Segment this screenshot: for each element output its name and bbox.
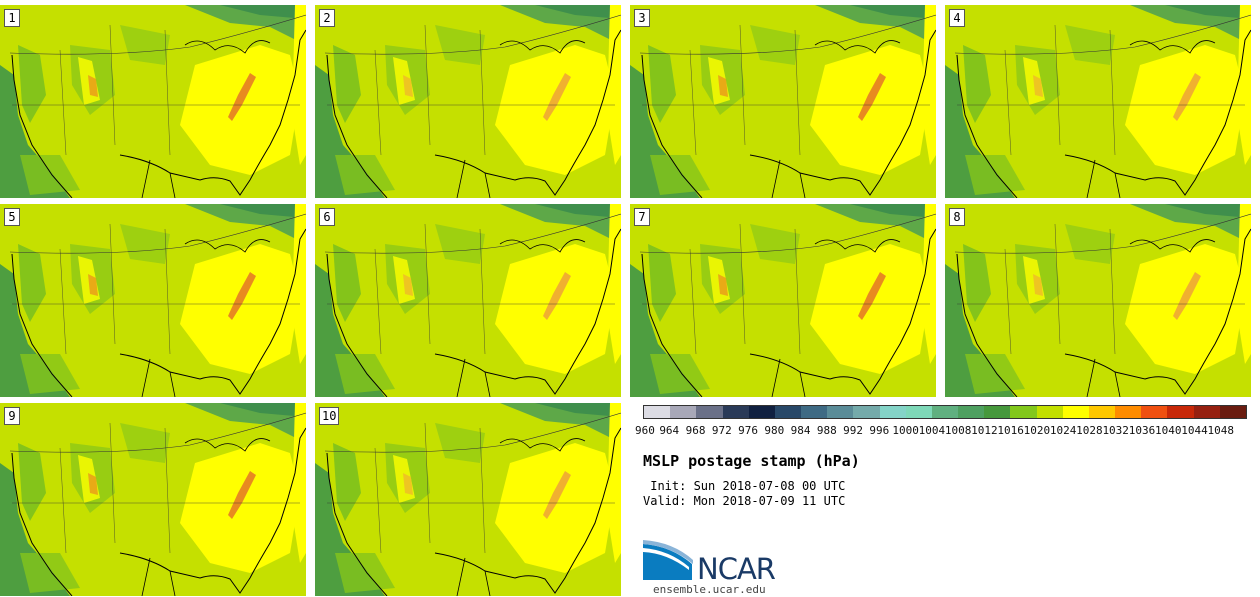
colorbar-swatch — [1036, 406, 1063, 418]
colorbar-swatch — [1141, 406, 1168, 418]
map-panel-4: 4 — [945, 5, 1251, 198]
colorbar-tick-label: 960 — [635, 424, 655, 437]
panel-number-label: 7 — [634, 208, 650, 226]
colorbar-swatch — [801, 406, 828, 418]
colorbar-swatch — [905, 406, 932, 418]
colorbar-tick-label: 1016 — [997, 424, 1024, 437]
panel-number-label: 5 — [4, 208, 20, 226]
ensemble-url: ensemble.ucar.edu — [653, 583, 766, 596]
colorbar-tick-label: 968 — [685, 424, 706, 437]
colorbar-swatch — [644, 406, 671, 418]
colorbar-tick-label: 1024 — [1049, 424, 1077, 437]
colorbar-swatch — [748, 406, 775, 418]
panel-number-label: 9 — [4, 407, 20, 425]
map-panel-8: 8 — [945, 204, 1251, 397]
colorbar-swatch — [1115, 406, 1142, 418]
map-panel-2: 2 — [315, 5, 621, 198]
map-panel-10: 10 — [315, 403, 621, 596]
colorbar-tick-label: 988 — [816, 424, 837, 437]
panel-number-label: 8 — [949, 208, 965, 226]
map-panel-1: 1 — [0, 5, 306, 198]
colorbar-tick-label: 1008 — [944, 424, 972, 437]
ncar-logo-text: NCAR — [697, 552, 776, 586]
panel-number-label: 6 — [319, 208, 335, 226]
colorbar-swatch — [827, 406, 854, 418]
colorbar-swatch — [670, 406, 697, 418]
init-time: Init: Sun 2018-07-08 00 UTC — [643, 479, 846, 493]
figure-title: MSLP postage stamp (hPa) — [643, 452, 860, 470]
colorbar-tick-label: 976 — [738, 424, 758, 437]
colorbar-swatch — [722, 406, 749, 418]
colorbar-tick-label: 1004 — [918, 424, 946, 437]
colorbar-swatch — [879, 406, 906, 418]
colorbar-swatch — [853, 406, 880, 418]
colorbar-swatch — [1167, 406, 1194, 418]
colorbar-swatch — [1088, 406, 1116, 418]
colorbar-tick-label: 1036 — [1128, 424, 1156, 437]
map-panel-3: 3 — [630, 5, 936, 198]
colorbar-ticks: 960 964 968 972 976 980 984 988 992 996 1000 1004 10… — [635, 424, 1247, 438]
colorbar-tick-label: 992 — [843, 424, 864, 437]
colorbar-swatch — [696, 406, 723, 418]
colorbar — [643, 405, 1247, 419]
colorbar-tick-label: 1040 — [1154, 424, 1182, 437]
colorbar-swatch — [1193, 406, 1220, 418]
colorbar-tick-label: 964 — [659, 424, 680, 437]
colorbar-tick-label: 1044 — [1181, 424, 1208, 437]
panel-number-label: 10 — [319, 407, 340, 425]
ncar-logo-icon — [643, 540, 693, 580]
colorbar-tick-label: 1028 — [1076, 424, 1103, 437]
colorbar-swatch — [1219, 406, 1246, 418]
colorbar-tick-label: 996 — [869, 424, 890, 437]
colorbar-tick-label: 1012 — [971, 424, 998, 437]
colorbar-tick-label: 1032 — [1102, 424, 1129, 437]
colorbar-swatch — [958, 406, 985, 418]
colorbar-swatch — [1010, 406, 1037, 418]
colorbar-tick-label: 1000 — [892, 424, 919, 437]
colorbar-tick-label: 972 — [711, 424, 732, 437]
colorbar-swatch — [774, 406, 802, 418]
panel-number-label: 4 — [949, 9, 965, 27]
colorbar-swatch — [984, 406, 1011, 418]
colorbar-swatch — [1062, 406, 1089, 418]
panel-number-label: 3 — [634, 9, 650, 27]
panel-number-label: 1 — [4, 9, 20, 27]
colorbar-tick-label: 1020 — [1023, 424, 1051, 437]
colorbar-swatch — [931, 406, 959, 418]
colorbar-tick-label: 1048 — [1207, 424, 1234, 437]
valid-time: Valid: Mon 2018-07-09 11 UTC — [643, 494, 846, 508]
colorbar-tick-label: 984 — [790, 424, 811, 437]
map-panel-5: 5 — [0, 204, 306, 397]
map-panel-7: 7 — [630, 204, 936, 397]
colorbar-tick-label: 980 — [764, 424, 785, 437]
map-panel-6: 6 — [315, 204, 621, 397]
panel-number-label: 2 — [319, 9, 335, 27]
map-panel-9: 9 — [0, 403, 306, 596]
